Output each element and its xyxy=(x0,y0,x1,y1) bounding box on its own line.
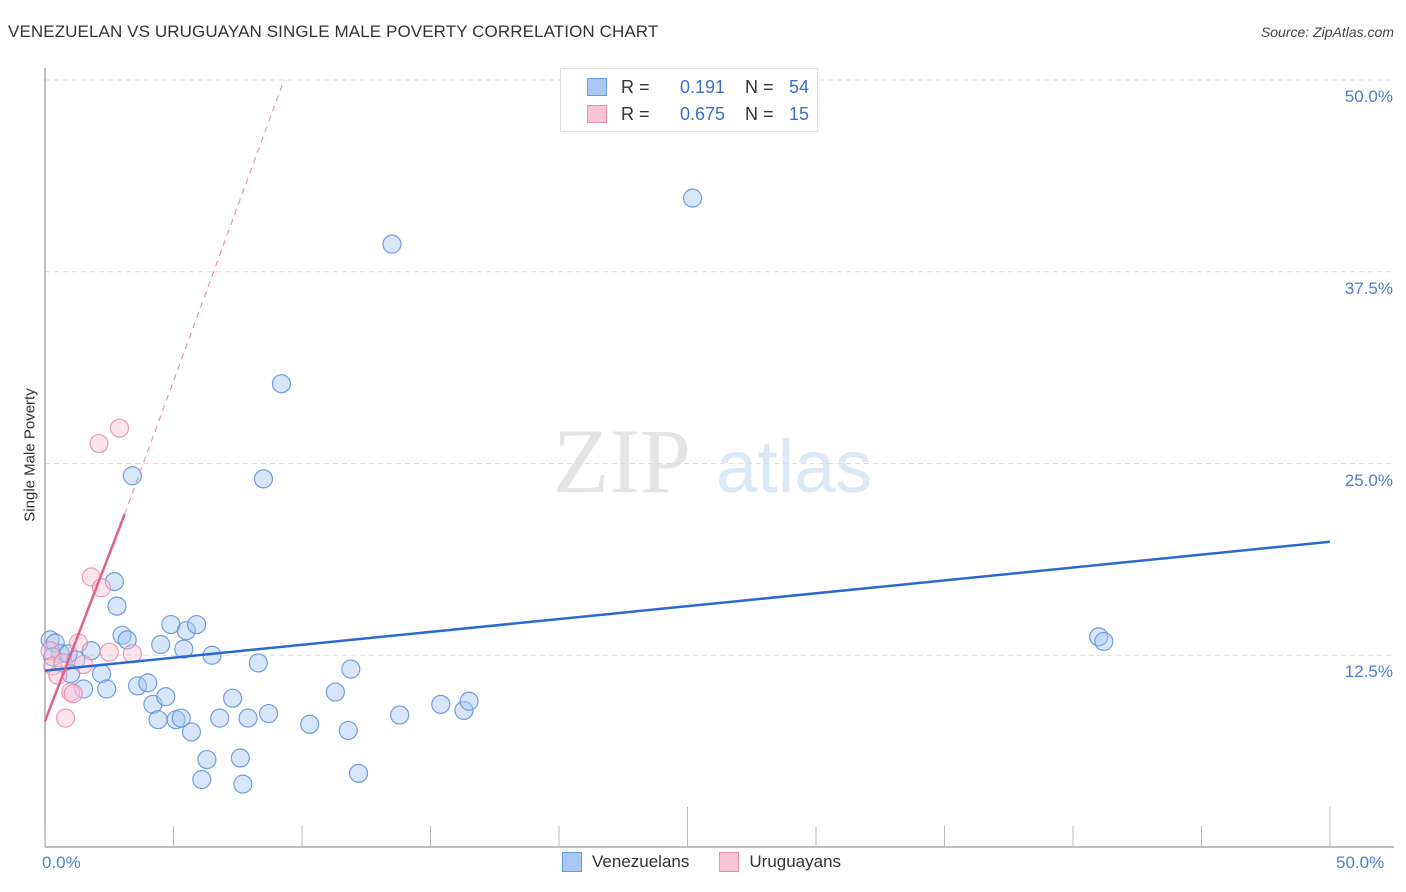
legend-row-venezuelans: R = 0.191 N = 54 xyxy=(587,75,809,99)
data-point xyxy=(382,234,402,254)
data-point xyxy=(683,188,703,208)
data-point xyxy=(248,653,268,673)
data-point xyxy=(210,708,230,728)
data-point xyxy=(238,708,258,728)
data-point xyxy=(107,596,127,616)
svg-text:atlas: atlas xyxy=(716,425,872,508)
legend-item-venezuelans[interactable]: Venezuelans xyxy=(562,852,689,872)
source-label: Source: ZipAtlas.com xyxy=(1260,24,1394,40)
uruguayans-points xyxy=(40,418,142,728)
data-point xyxy=(300,714,320,734)
data-point xyxy=(390,705,410,725)
data-point xyxy=(1094,631,1114,652)
data-point xyxy=(325,682,346,702)
data-point xyxy=(138,673,158,693)
y-tick-label: 37.5% xyxy=(1344,278,1393,298)
data-point xyxy=(156,687,176,707)
venezuelans-points xyxy=(40,188,1114,794)
data-point xyxy=(55,708,76,728)
data-point xyxy=(258,703,279,724)
y-tick-label: 25.0% xyxy=(1344,470,1393,490)
svg-text:ZIP: ZIP xyxy=(553,410,691,512)
x-tick-min: 0.0% xyxy=(42,853,81,872)
data-point xyxy=(253,469,274,489)
x-tick-max: 50.0% xyxy=(1336,853,1385,872)
data-point xyxy=(97,679,117,699)
watermark: ZIP atlas xyxy=(553,410,872,512)
data-point xyxy=(338,720,358,741)
data-point xyxy=(40,630,60,650)
data-point xyxy=(99,642,119,662)
data-point xyxy=(176,621,196,641)
series-legend: Venezuelans Uruguayans xyxy=(562,852,871,872)
data-point xyxy=(187,614,207,635)
n-label: N = xyxy=(745,76,774,97)
axes xyxy=(44,68,1394,848)
data-point xyxy=(122,466,142,486)
n-value: 54 xyxy=(788,76,809,97)
data-point xyxy=(348,763,369,783)
trend-lines xyxy=(43,79,1331,722)
data-point xyxy=(73,654,94,675)
legend-label: Uruguayans xyxy=(749,852,842,871)
r-value: 0.191 xyxy=(679,76,725,97)
legend-row-uruguayans: R = 0.675 N = 15 xyxy=(587,102,809,126)
data-point xyxy=(151,634,171,655)
y-tick-label: 50.0% xyxy=(1344,87,1393,106)
legend-label: Venezuelans xyxy=(592,852,690,871)
r-value: 0.675 xyxy=(679,103,725,124)
uruguayans-swatch xyxy=(719,852,740,872)
data-point xyxy=(109,418,130,438)
data-point xyxy=(341,659,361,679)
data-point xyxy=(89,433,109,454)
data-point xyxy=(197,749,217,770)
n-value: 15 xyxy=(788,103,809,124)
data-point xyxy=(431,694,451,714)
data-point xyxy=(40,641,60,661)
data-point xyxy=(459,691,479,711)
venezuelans-swatch xyxy=(587,78,607,96)
data-point xyxy=(271,374,292,394)
gridlines xyxy=(45,79,1394,656)
data-point xyxy=(230,748,250,768)
data-point xyxy=(174,639,194,659)
data-point xyxy=(63,683,83,704)
data-point xyxy=(181,722,202,742)
data-point xyxy=(233,774,253,794)
uruguayans-swatch xyxy=(587,105,607,123)
venezuelans-swatch xyxy=(562,852,582,872)
correlation-legend: R = 0.191 N = 54 R = 0.675 N = 15 xyxy=(560,68,818,132)
data-point xyxy=(192,769,212,790)
data-point xyxy=(171,708,191,728)
n-label: N = xyxy=(745,103,774,124)
data-point xyxy=(148,710,168,730)
y-tick-label: 12.5% xyxy=(1344,662,1393,682)
r-label: R = xyxy=(621,103,650,124)
chart-title: VENEZUELAN VS URUGUAYAN SINGLE MALE POVE… xyxy=(8,22,659,41)
r-label: R = xyxy=(621,76,650,97)
data-point xyxy=(454,700,474,721)
legend-item-uruguayans[interactable]: Uruguayans xyxy=(719,852,841,872)
data-point xyxy=(223,688,243,708)
